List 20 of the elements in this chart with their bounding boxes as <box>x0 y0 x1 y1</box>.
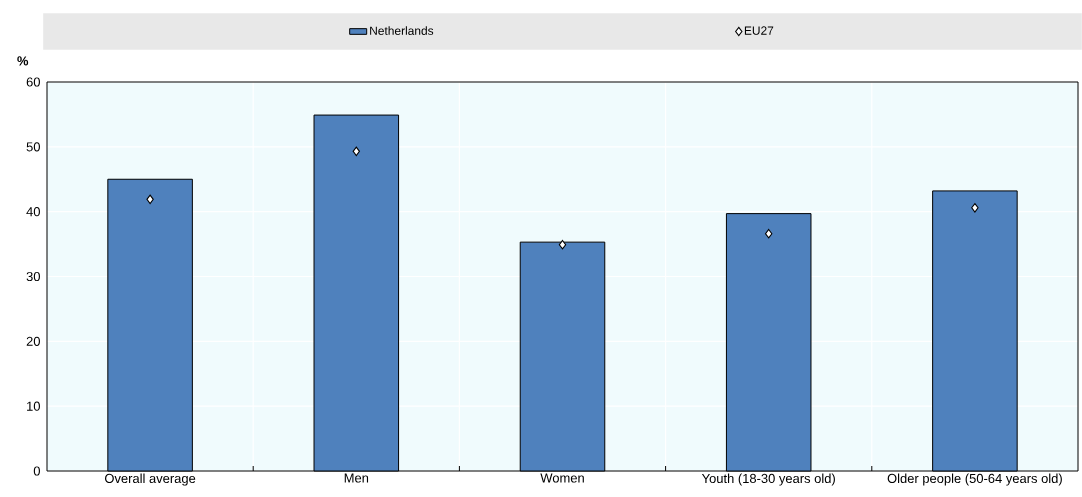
x-tick-label: Youth (18-30 years old) <box>701 473 835 486</box>
y-tick-label: 0 <box>33 466 40 476</box>
point <box>558 239 567 250</box>
y-tick-label: 20 <box>26 336 40 346</box>
y-axis-title: % <box>17 56 29 66</box>
point <box>971 203 979 213</box>
x-tick-label: Older people (50-64 years old) <box>887 473 1062 486</box>
x-tick-label: Men <box>344 473 369 483</box>
y-tick-label: 60 <box>26 77 40 87</box>
y-tick-label: 50 <box>26 142 40 152</box>
x-tick-label: Women <box>540 473 584 483</box>
point <box>146 194 154 205</box>
x-tick-label: Overall average <box>105 473 196 486</box>
y-tick-label: 10 <box>27 401 40 411</box>
point <box>765 228 773 239</box>
y-tick-label: 30 <box>26 271 40 282</box>
y-tick-label: 40 <box>26 207 40 217</box>
point <box>352 146 360 157</box>
legend-label: EU27 <box>744 26 774 35</box>
legend-label: Netherlands <box>370 26 434 35</box>
